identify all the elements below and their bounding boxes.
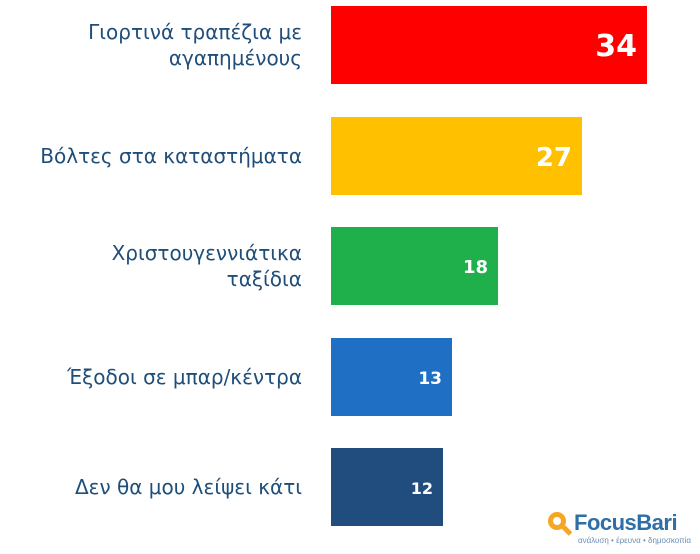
magnifier-icon — [548, 512, 566, 530]
bar-1 — [331, 6, 647, 84]
bar-5 — [331, 448, 443, 526]
value-label-3: 18 — [462, 257, 488, 278]
category-label-4: Έξοδοι σε μπαρ/κέντρα — [67, 365, 302, 389]
value-label-5: 12 — [410, 479, 433, 498]
logo-tagline: ανάλυση • έρευνα • δημοσκοπία — [578, 536, 692, 545]
bar-2 — [331, 117, 582, 195]
magnifier-handle-icon — [561, 525, 573, 536]
value-label-1: 34 — [595, 29, 637, 64]
category-label-3: Χριστουγεννιάτικα ταξίδια — [111, 241, 302, 291]
value-label-4: 13 — [418, 368, 442, 389]
category-label-5: Δεν θα μου λείψει κάτι — [74, 475, 302, 499]
value-label-2: 27 — [535, 143, 572, 173]
focusbari-logo: FocusBari ανάλυση • έρευνα • δημοσκοπία — [548, 510, 694, 550]
bar-3 — [331, 227, 498, 305]
bar-4 — [331, 338, 452, 416]
logo-name: FocusBari — [574, 510, 678, 535]
category-label-2: Βόλτες στα καταστήματα — [40, 144, 302, 168]
category-label-1: Γιορτινά τραπέζια με αγαπημένους — [88, 20, 302, 70]
